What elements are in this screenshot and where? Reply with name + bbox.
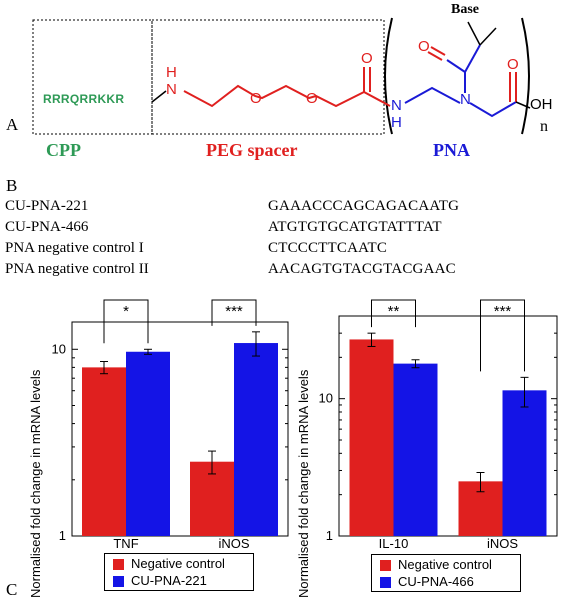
- x-tick-label: TNF: [113, 536, 138, 551]
- legend-label: Negative control: [131, 556, 225, 571]
- legend-swatch-red: [380, 560, 391, 571]
- atom-oh: OH: [530, 96, 553, 113]
- sequence-row: CU-PNA-466 ATGTGTGCATGTATTTAT: [5, 219, 565, 239]
- pna-label: PNA: [433, 140, 470, 160]
- significance-label: *: [123, 303, 129, 320]
- significance-bracket: [371, 299, 416, 328]
- legend-swatch-blue: [380, 577, 391, 588]
- sequence-row: PNA negative control II AACAGTGTACGTACGA…: [5, 261, 565, 281]
- sequence-row: PNA negative control I CTCCCTTCAATC: [5, 240, 565, 260]
- pna-chemical-structure: [32, 17, 531, 135]
- peg-box: [151, 19, 385, 135]
- bar: [234, 343, 278, 536]
- bar: [126, 351, 170, 536]
- y-tick-label: 1: [326, 528, 333, 543]
- pna-backbone: [404, 86, 461, 104]
- plot-frame: [71, 321, 289, 537]
- atom-o: O: [418, 38, 430, 55]
- significance-bracket: [103, 299, 149, 344]
- sequence-name: PNA negative control II: [5, 261, 149, 277]
- sequence-name: PNA negative control I: [5, 240, 144, 256]
- atom-o: O: [507, 56, 519, 73]
- sequence-row: CU-PNA-221 GAAACCCAGCAGACAATG: [5, 198, 565, 218]
- legend-label: Negative control: [398, 557, 492, 572]
- sequence-name: CU-PNA-221: [5, 198, 89, 214]
- y-tick-label: 10: [52, 341, 66, 356]
- plot-frame: [338, 315, 558, 537]
- right-bracket: [521, 17, 530, 135]
- atom-n: N: [460, 91, 471, 108]
- atom-n: N: [166, 81, 177, 98]
- bar: [502, 390, 547, 536]
- significance-label: **: [388, 303, 400, 320]
- legend-chart-1: Negative control CU-PNA-221: [104, 553, 254, 591]
- atom-h: H: [166, 64, 177, 81]
- panel-letter-a: A: [6, 115, 19, 134]
- significance-bracket: [211, 299, 257, 326]
- y-tick-label: 10: [319, 391, 333, 406]
- sequence-value: AACAGTGTACGTACGAAC: [268, 261, 456, 277]
- repeat-n: n: [540, 118, 548, 135]
- x-tick-label: IL-10: [379, 536, 409, 551]
- y-tick-label: 1: [59, 528, 66, 543]
- cpp-sequence: RRRQRRKKR: [43, 92, 125, 106]
- chart-il10-inos: 1 10 ** IL-10 *** iNOS: [319, 299, 558, 551]
- bar: [349, 339, 394, 536]
- chart-tnf-inos: 1 10 * TNF *** iNOS: [52, 299, 289, 551]
- panel-a: RRRQRRKKR H N O O O N H N O O OH Base n …: [0, 0, 569, 175]
- left-bracket: [384, 17, 393, 135]
- legend-swatch-red: [113, 559, 124, 570]
- cpp-box: [32, 19, 153, 135]
- bar: [82, 367, 126, 536]
- sequence-value: GAAACCCAGCAGACAATG: [268, 198, 460, 214]
- legend-swatch-blue: [113, 576, 124, 587]
- atom-o: O: [361, 50, 373, 67]
- x-tick-label: iNOS: [487, 536, 518, 551]
- cpp-label: CPP: [46, 140, 81, 160]
- sequence-name: CU-PNA-466: [5, 219, 89, 235]
- peg-label: PEG spacer: [206, 140, 298, 160]
- bar: [393, 363, 438, 536]
- atom-h: H: [391, 114, 402, 131]
- base-label: Base: [451, 2, 479, 17]
- atom-o: O: [250, 90, 262, 107]
- legend-label: CU-PNA-221: [131, 573, 207, 588]
- sequence-value: CTCCCTTCAATC: [268, 240, 388, 256]
- atom-o: O: [306, 90, 318, 107]
- significance-label: ***: [494, 303, 512, 320]
- significance-label: ***: [225, 303, 243, 320]
- legend-chart-2: Negative control CU-PNA-466: [371, 554, 521, 592]
- atom-n: N: [391, 97, 402, 114]
- legend-label: CU-PNA-466: [398, 574, 474, 589]
- peg-chain: [183, 84, 365, 108]
- x-tick-label: iNOS: [218, 536, 249, 551]
- pna-sequence-list: CU-PNA-221 GAAACCCAGCAGACAATG CU-PNA-466…: [0, 198, 569, 283]
- panel-letter-c: C: [6, 580, 18, 599]
- significance-bracket: [480, 299, 525, 372]
- sequence-value: ATGTGTGCATGTATTTAT: [268, 219, 442, 235]
- panel-letter-b: B: [6, 176, 18, 195]
